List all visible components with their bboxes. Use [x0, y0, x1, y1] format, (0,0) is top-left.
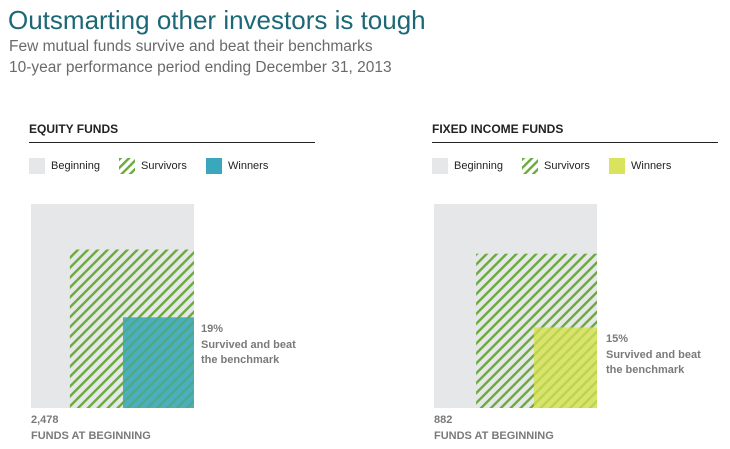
- fixed-income-footer: 882 FUNDS AT BEGINNING: [434, 413, 554, 444]
- fixed-income-panel-title: FIXED INCOME FUNDS: [432, 122, 564, 136]
- fixed-income-annotation-line-1: Survived and beat: [606, 348, 701, 361]
- equity-footer: 2,478 FUNDS AT BEGINNING: [31, 413, 151, 444]
- legend-label-survivors: Survivors: [141, 160, 187, 172]
- legend-label-survivors: Survivors: [544, 160, 590, 172]
- fixed-income-annotation: 15% Survived and beat the benchmark: [606, 332, 701, 379]
- legend-swatch-winners: [609, 158, 625, 174]
- legend-label-winners: Winners: [228, 160, 269, 172]
- legend-label-beginning: Beginning: [51, 160, 100, 172]
- fixed-income-annotation-line-2: the benchmark: [606, 364, 685, 376]
- chart-period: 10-year performance period ending Decemb…: [9, 59, 392, 76]
- equity-area-winners-stripe-overlay: [122, 317, 194, 408]
- fixed-income-legend: Beginning Survivors Winners: [432, 158, 718, 176]
- equity-annotation-line-1: Survived and beat: [201, 338, 296, 351]
- chart-subtitle: Few mutual funds survive and beat their …: [9, 38, 373, 55]
- fixed-income-funds-count: 882: [434, 414, 453, 426]
- legend-swatch-survivors: [522, 158, 538, 174]
- equity-funds-label: FUNDS AT BEGINNING: [31, 429, 151, 442]
- chart-title: Outsmarting other investors is tough: [8, 5, 426, 35]
- legend-label-winners: Winners: [631, 160, 672, 172]
- equity-title-rule: [29, 142, 315, 143]
- legend-swatch-survivors: [119, 158, 135, 174]
- fixed-income-title-rule: [432, 142, 718, 143]
- equity-legend: Beginning Survivors Winners: [29, 158, 315, 176]
- equity-funds-count: 2,478: [31, 414, 59, 426]
- equity-panel-title: EQUITY FUNDS: [29, 122, 119, 136]
- legend-swatch-beginning: [432, 158, 448, 174]
- fixed-income-area-winners-stripe-overlay: [533, 327, 597, 408]
- legend-swatch-beginning: [29, 158, 45, 174]
- equity-annotation-percent: 19%: [201, 323, 224, 335]
- fixed-income-funds-panel: FIXED INCOME FUNDS Beginning Survivors W…: [432, 122, 718, 449]
- fixed-income-funds-label: FUNDS AT BEGINNING: [434, 429, 554, 442]
- equity-annotation: 19% Survived and beat the benchmark: [201, 322, 296, 369]
- fixed-income-annotation-percent: 15%: [606, 333, 629, 345]
- equity-nested-area-chart: [31, 204, 194, 408]
- legend-swatch-winners: [206, 158, 222, 174]
- equity-annotation-line-2: the benchmark: [201, 354, 280, 366]
- fixed-income-nested-area-chart: [434, 204, 597, 408]
- equity-funds-panel: EQUITY FUNDS Beginning Survivors Winners…: [29, 122, 315, 449]
- legend-label-beginning: Beginning: [454, 160, 503, 172]
